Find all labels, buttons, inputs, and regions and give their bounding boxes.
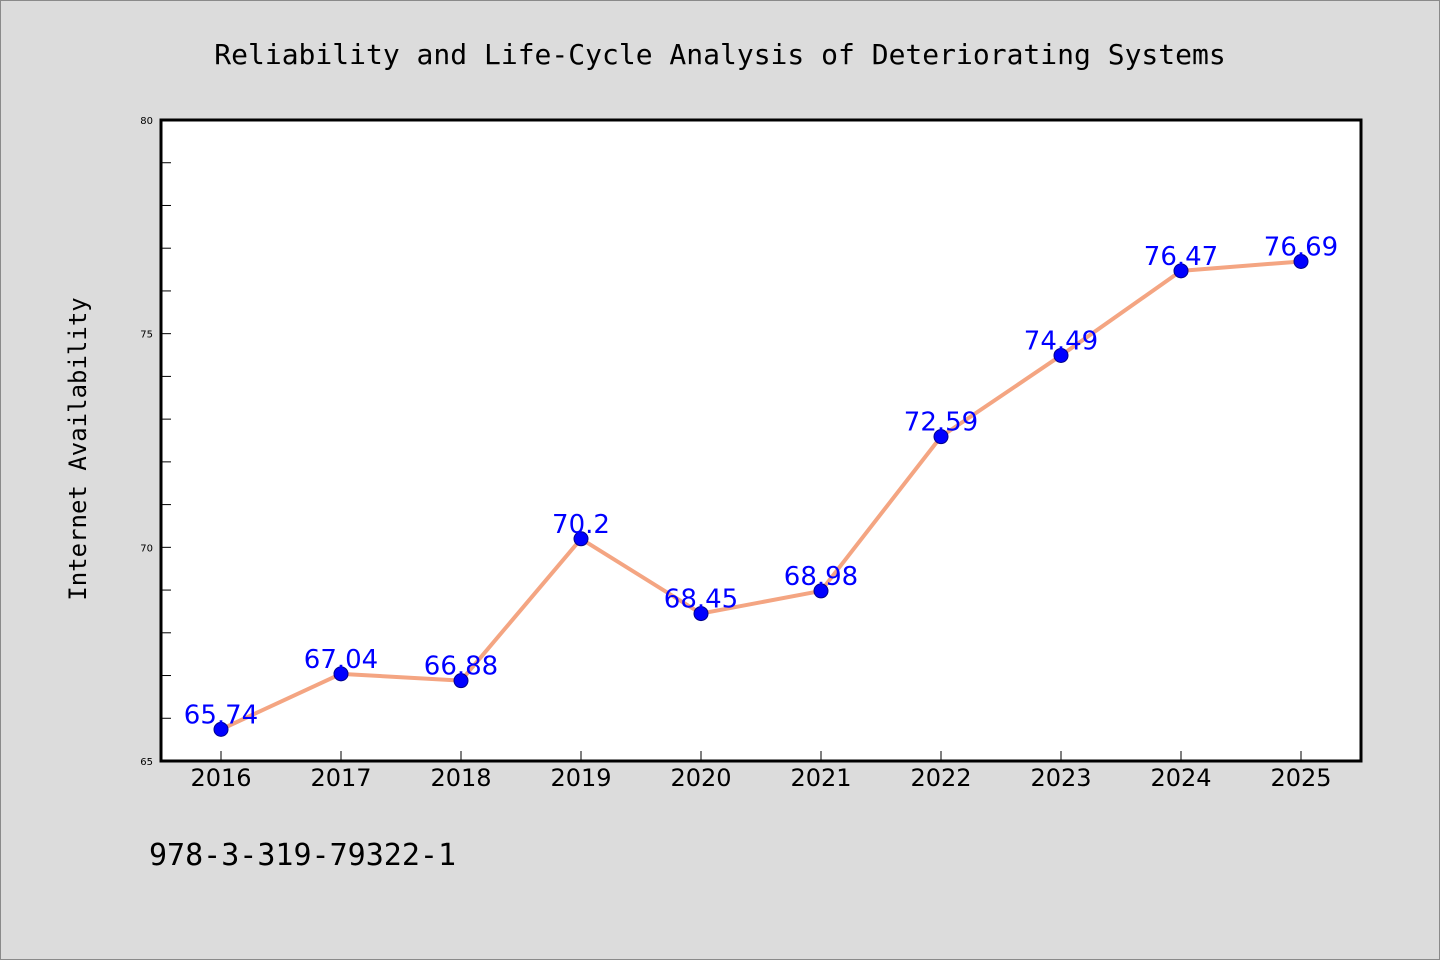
y-axis-ticks: 65 70 75 80	[140, 116, 171, 768]
data-label: 68.98	[784, 562, 858, 592]
data-point	[933, 429, 949, 445]
data-point	[1053, 347, 1069, 363]
data-label: 74.49	[1024, 326, 1098, 356]
x-tick-label: 2017	[310, 764, 371, 792]
x-tick-label: 2018	[430, 764, 491, 792]
data-label: 72.59	[904, 408, 978, 438]
x-axis-ticks: 2016 2017 2018 2019 2020 2021 2022 2023 2024 2025	[190, 751, 1332, 792]
data-label: 68.45	[664, 585, 738, 615]
x-tick-label: 2021	[790, 764, 851, 792]
plot-area	[159, 118, 1363, 763]
data-labels: 65.74 67.04 66.88 70.2 68.45 68.98 72.59 74.49 7…	[184, 232, 1338, 730]
data-point	[1173, 263, 1189, 279]
data-label: 76.69	[1264, 232, 1338, 262]
x-tick-label: 2024	[1150, 764, 1211, 792]
data-point	[453, 673, 469, 689]
y-tick-label: 65	[140, 757, 153, 768]
series-markers	[213, 253, 1309, 737]
data-point	[1293, 253, 1309, 269]
data-label: 66.88	[424, 652, 498, 682]
data-point	[573, 531, 589, 547]
data-point	[333, 666, 349, 682]
x-tick-label: 2025	[1270, 764, 1331, 792]
data-label: 67.04	[304, 645, 378, 675]
x-tick-label: 2016	[190, 764, 251, 792]
data-point	[813, 583, 829, 599]
data-label: 65.74	[184, 700, 258, 730]
x-tick-label: 2020	[670, 764, 731, 792]
y-tick-label: 70	[140, 543, 153, 554]
y-axis-label: Internet Availability	[64, 297, 92, 600]
x-tick-label: 2023	[1030, 764, 1091, 792]
series-line	[220, 259, 1302, 732]
y-tick-label: 75	[140, 330, 153, 341]
data-point	[693, 606, 709, 622]
footnote-isbn: 978-3-319-79322-1	[149, 838, 456, 873]
y-tick-label: 80	[140, 116, 153, 127]
x-tick-label: 2022	[910, 764, 971, 792]
data-point	[213, 721, 229, 737]
x-tick-label: 2019	[550, 764, 611, 792]
data-label: 70.2	[552, 510, 610, 540]
chart-title: Reliability and Life-Cycle Analysis of D…	[214, 38, 1225, 71]
data-label: 76.47	[1144, 242, 1218, 272]
series-line-group	[220, 259, 1302, 732]
